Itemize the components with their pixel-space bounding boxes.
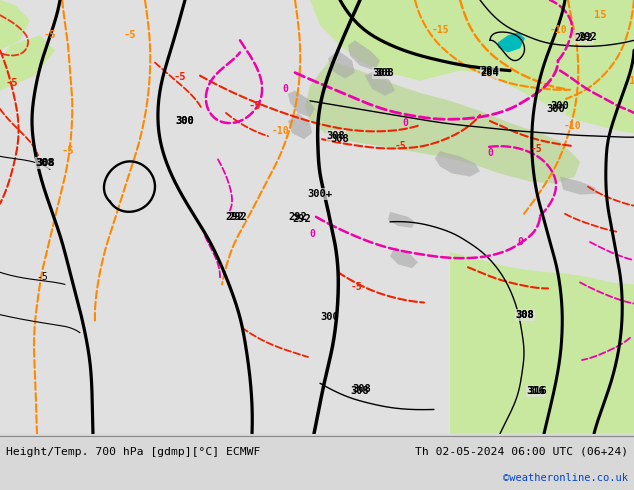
- Text: 0: 0: [487, 148, 493, 158]
- Text: 0: 0: [282, 84, 288, 94]
- Polygon shape: [365, 71, 395, 96]
- Text: 292: 292: [229, 212, 247, 222]
- Text: -5: -5: [6, 78, 18, 88]
- Text: 15: 15: [594, 10, 606, 20]
- Polygon shape: [0, 0, 634, 434]
- Text: -5: -5: [174, 72, 186, 82]
- Text: 292: 292: [288, 212, 307, 222]
- Text: -5: -5: [350, 282, 362, 293]
- Polygon shape: [390, 247, 418, 268]
- Text: -5: -5: [36, 272, 48, 282]
- Text: -10: -10: [549, 25, 567, 35]
- Text: 300: 300: [547, 104, 566, 114]
- Polygon shape: [388, 212, 415, 228]
- Polygon shape: [450, 252, 634, 434]
- Text: -5: -5: [61, 147, 74, 156]
- Text: 292: 292: [293, 214, 311, 224]
- Text: 292: 292: [574, 33, 593, 43]
- Text: Th 02-05-2024 06:00 UTC (06+24): Th 02-05-2024 06:00 UTC (06+24): [415, 447, 628, 457]
- Text: 308: 308: [515, 310, 534, 319]
- Text: 0: 0: [402, 118, 408, 128]
- Text: 308: 308: [351, 386, 370, 396]
- Text: -5: -5: [124, 30, 136, 40]
- Text: 0: 0: [309, 229, 315, 239]
- Text: 292: 292: [226, 212, 244, 222]
- Polygon shape: [328, 50, 355, 79]
- Text: 0: 0: [517, 237, 523, 247]
- Text: 308: 308: [327, 131, 346, 141]
- Text: 308: 308: [353, 384, 372, 394]
- Polygon shape: [0, 0, 30, 50]
- Polygon shape: [435, 151, 480, 176]
- Text: 316: 316: [529, 386, 547, 396]
- Text: 15: 15: [629, 75, 634, 86]
- Text: 308: 308: [373, 68, 391, 77]
- Text: 292: 292: [579, 32, 597, 42]
- Polygon shape: [560, 176, 598, 195]
- Text: 300: 300: [176, 116, 195, 126]
- Text: 300: 300: [176, 116, 195, 126]
- Text: Height/Temp. 700 hPa [gdmp][°C] ECMWF: Height/Temp. 700 hPa [gdmp][°C] ECMWF: [6, 447, 261, 457]
- Text: -5: -5: [394, 141, 406, 151]
- Text: 308: 308: [37, 158, 55, 169]
- Text: 284: 284: [481, 66, 500, 75]
- Text: -5: -5: [530, 144, 542, 154]
- Text: 284: 284: [481, 68, 500, 77]
- Text: -10: -10: [271, 126, 289, 136]
- Polygon shape: [0, 35, 55, 91]
- Polygon shape: [288, 113, 312, 139]
- Polygon shape: [320, 0, 430, 15]
- Polygon shape: [480, 0, 634, 60]
- Text: 308: 308: [330, 134, 349, 144]
- Polygon shape: [348, 40, 380, 71]
- Text: 300+: 300+: [307, 189, 332, 198]
- Text: -5: -5: [249, 101, 261, 111]
- Text: 300: 300: [321, 312, 339, 321]
- Text: 308: 308: [515, 310, 534, 319]
- Text: 316: 316: [527, 386, 545, 396]
- Polygon shape: [350, 0, 440, 25]
- Text: 300: 300: [550, 101, 569, 111]
- Text: -10: -10: [563, 121, 581, 131]
- Text: 308: 308: [36, 158, 55, 169]
- Polygon shape: [498, 32, 525, 52]
- Text: 308: 308: [375, 68, 394, 77]
- Polygon shape: [310, 0, 634, 133]
- Text: ©weatheronline.co.uk: ©weatheronline.co.uk: [503, 473, 628, 483]
- Polygon shape: [305, 60, 580, 184]
- Text: -5: -5: [44, 30, 56, 40]
- Polygon shape: [288, 91, 315, 117]
- Text: -15: -15: [431, 25, 449, 35]
